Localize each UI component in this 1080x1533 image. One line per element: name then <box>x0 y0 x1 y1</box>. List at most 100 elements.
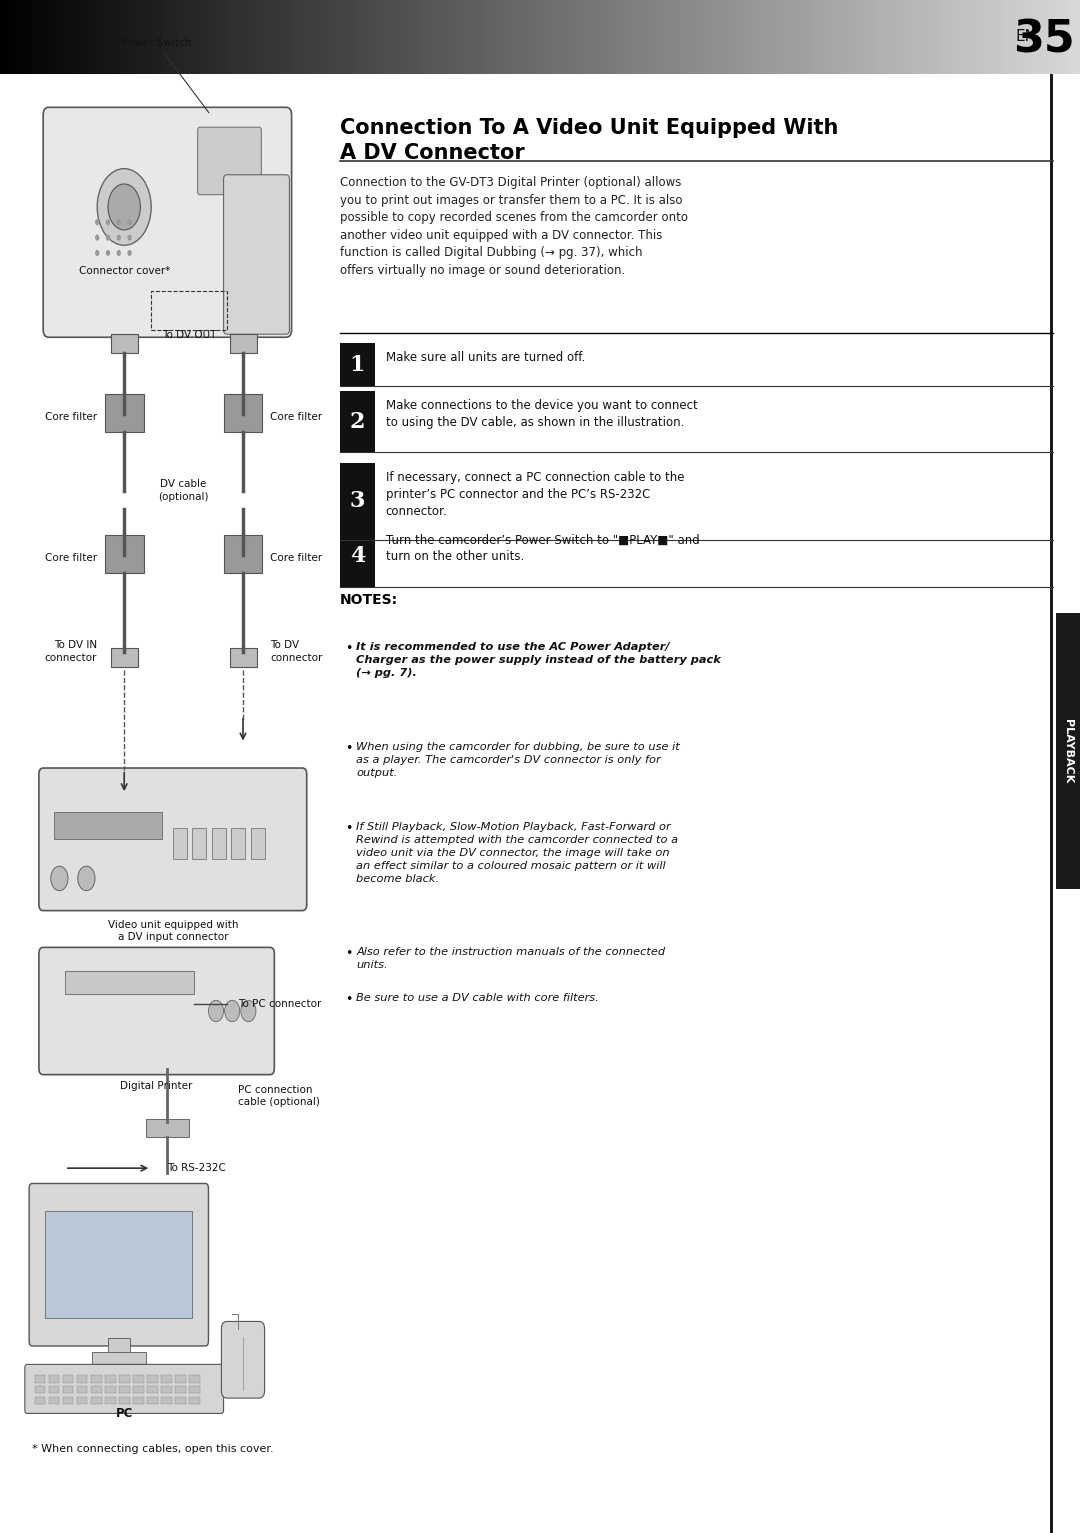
Bar <box>405 0 410 74</box>
Bar <box>212 828 226 858</box>
Bar <box>756 0 761 74</box>
Text: 3: 3 <box>350 491 365 512</box>
Bar <box>356 0 362 74</box>
Text: •: • <box>346 742 353 754</box>
Text: To DV IN
connector: To DV IN connector <box>45 641 97 662</box>
Bar <box>1037 0 1042 74</box>
Bar <box>1050 74 1053 1533</box>
Bar <box>421 0 427 74</box>
Bar <box>529 0 535 74</box>
Bar <box>92 1352 146 1364</box>
Circle shape <box>106 219 110 225</box>
Bar <box>5 0 11 74</box>
Bar <box>826 0 832 74</box>
Bar <box>950 0 956 74</box>
Bar <box>146 1119 189 1137</box>
Bar <box>32 0 38 74</box>
Circle shape <box>127 235 132 241</box>
Bar <box>432 0 437 74</box>
Bar <box>864 0 869 74</box>
Text: EN: EN <box>1016 29 1037 44</box>
Bar <box>216 0 221 74</box>
Bar <box>133 1397 144 1404</box>
Bar <box>632 0 637 74</box>
Bar <box>410 0 416 74</box>
Bar <box>486 0 491 74</box>
Bar <box>105 394 144 432</box>
Bar <box>772 0 778 74</box>
Bar <box>394 0 400 74</box>
Bar <box>869 0 875 74</box>
Bar <box>923 0 929 74</box>
Text: Core filter: Core filter <box>270 553 322 563</box>
Bar <box>281 0 286 74</box>
Text: DV cable
(optional): DV cable (optional) <box>159 480 208 501</box>
Text: To DV
connector: To DV connector <box>270 641 322 662</box>
Bar <box>194 0 200 74</box>
Bar <box>454 0 459 74</box>
Bar <box>105 1386 116 1393</box>
Bar <box>594 0 599 74</box>
Bar <box>367 0 373 74</box>
Bar <box>637 0 643 74</box>
Bar <box>443 0 448 74</box>
Bar <box>896 0 902 74</box>
Bar <box>778 0 783 74</box>
Text: 2: 2 <box>350 411 365 432</box>
Bar <box>147 1397 158 1404</box>
Bar <box>545 0 551 74</box>
Bar <box>416 0 421 74</box>
Text: •: • <box>346 947 353 960</box>
Bar <box>605 0 610 74</box>
Text: Make connections to the device you want to connect
to using the DV cable, as sho: Make connections to the device you want … <box>386 399 698 429</box>
Bar <box>459 0 464 74</box>
Bar <box>1056 613 1080 889</box>
Bar <box>254 0 259 74</box>
Bar <box>805 0 810 74</box>
Bar <box>227 0 232 74</box>
Bar <box>707 0 713 74</box>
Bar <box>189 0 194 74</box>
Bar <box>724 0 729 74</box>
Text: •: • <box>346 642 353 655</box>
Circle shape <box>97 169 151 245</box>
Bar <box>162 0 167 74</box>
Circle shape <box>108 184 140 230</box>
Text: Digital Printer: Digital Printer <box>120 1081 193 1091</box>
Bar <box>175 1397 186 1404</box>
Bar <box>999 0 1004 74</box>
Bar <box>967 0 972 74</box>
Text: PLAYBACK: PLAYBACK <box>1063 719 1074 783</box>
Bar <box>1075 0 1080 74</box>
Bar <box>1058 0 1064 74</box>
Bar <box>329 0 335 74</box>
Text: NOTES:: NOTES: <box>340 593 399 607</box>
FancyBboxPatch shape <box>39 947 274 1075</box>
Bar <box>886 0 891 74</box>
Bar <box>664 0 670 74</box>
Bar <box>427 0 432 74</box>
Bar <box>133 1386 144 1393</box>
Bar <box>54 0 59 74</box>
Text: Core filter: Core filter <box>45 553 97 563</box>
Bar <box>105 535 144 573</box>
Bar <box>1021 0 1026 74</box>
Bar <box>297 0 302 74</box>
Bar <box>108 1338 130 1354</box>
Circle shape <box>95 250 99 256</box>
Bar <box>147 1375 158 1383</box>
Bar <box>902 0 907 74</box>
Bar <box>70 0 76 74</box>
FancyBboxPatch shape <box>221 1321 265 1398</box>
Bar <box>470 0 475 74</box>
FancyBboxPatch shape <box>224 175 289 334</box>
Bar <box>972 0 977 74</box>
FancyBboxPatch shape <box>198 127 261 195</box>
Bar <box>119 1397 130 1404</box>
Bar <box>130 0 135 74</box>
Bar <box>308 0 313 74</box>
Bar <box>91 1386 102 1393</box>
Bar <box>983 0 988 74</box>
Bar <box>133 1375 144 1383</box>
Text: It is recommended to use the AC Power Adapter/
Charger as the power supply inste: It is recommended to use the AC Power Ad… <box>356 642 721 679</box>
